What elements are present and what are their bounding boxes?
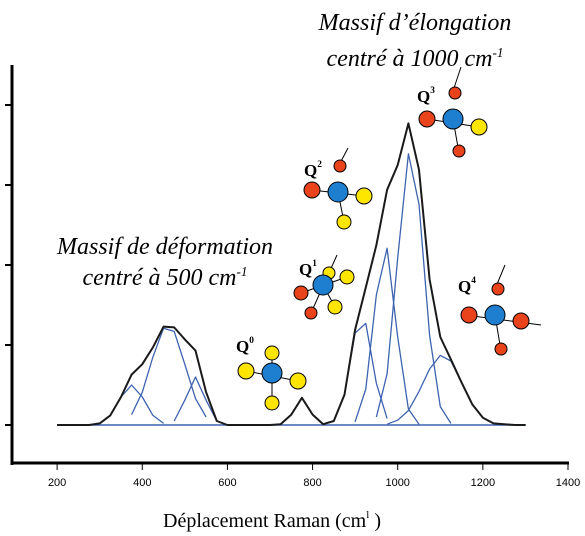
component-line (173, 376, 218, 422)
x-axis-label-after: ) (369, 510, 381, 532)
x-tick-label: 200 (48, 477, 66, 489)
q-label-sup: 2 (317, 160, 322, 170)
x-tick-label: 800 (303, 477, 321, 489)
annotation: centré à 1000 cm-1 (327, 45, 504, 72)
component-line (354, 247, 420, 425)
q-label-text: Q (417, 87, 430, 106)
annotation-text: centré à 1000 cm (327, 46, 493, 72)
annotation-text: Massif d’élongation (318, 10, 512, 36)
x-tick-label: 1000 (385, 477, 409, 489)
x-tick-label: 600 (218, 477, 236, 489)
annotation-text: centré à 500 cm (83, 265, 237, 291)
q-label-text: Q (458, 277, 471, 296)
x-tick-label: 400 (133, 477, 151, 489)
q-label-sup: 3 (430, 86, 435, 96)
x-tick-label: 1400 (556, 477, 580, 489)
x-tick-label: 1200 (471, 477, 495, 489)
q-label: Q1 (299, 259, 317, 279)
spectrum-line (57, 122, 526, 426)
q-label: Q2 (304, 160, 322, 180)
q-label: Q3 (417, 86, 435, 106)
q-label-text: Q (236, 337, 249, 356)
annotation-sup: -1 (236, 264, 247, 279)
annotation: Massif de déformation (56, 234, 273, 260)
component-line (131, 327, 207, 418)
q-label-sup: 4 (471, 276, 476, 286)
x-axis-label-text: Déplacement Raman (cm (163, 510, 367, 532)
annotation: centré à 500 cm-1 (83, 264, 248, 291)
q-label: Q0 (236, 336, 254, 356)
x-axis-label-sup: l (366, 509, 369, 521)
q-label: Q4 (458, 276, 476, 296)
x-axis-label: Déplacement Raman (cml ) (163, 509, 381, 532)
component-line (375, 153, 452, 424)
component-line (280, 397, 324, 425)
annotation-sup: -1 (492, 45, 503, 60)
component-line (99, 384, 164, 424)
molecules (237, 66, 542, 411)
q-label-text: Q (304, 161, 317, 180)
annotation-text: Massif de déformation (56, 234, 273, 260)
q-label-sup: 0 (249, 336, 254, 346)
q-label-sup: 1 (312, 259, 317, 269)
annotation: Massif d’élongation (318, 10, 512, 36)
q-label-text: Q (299, 260, 312, 279)
